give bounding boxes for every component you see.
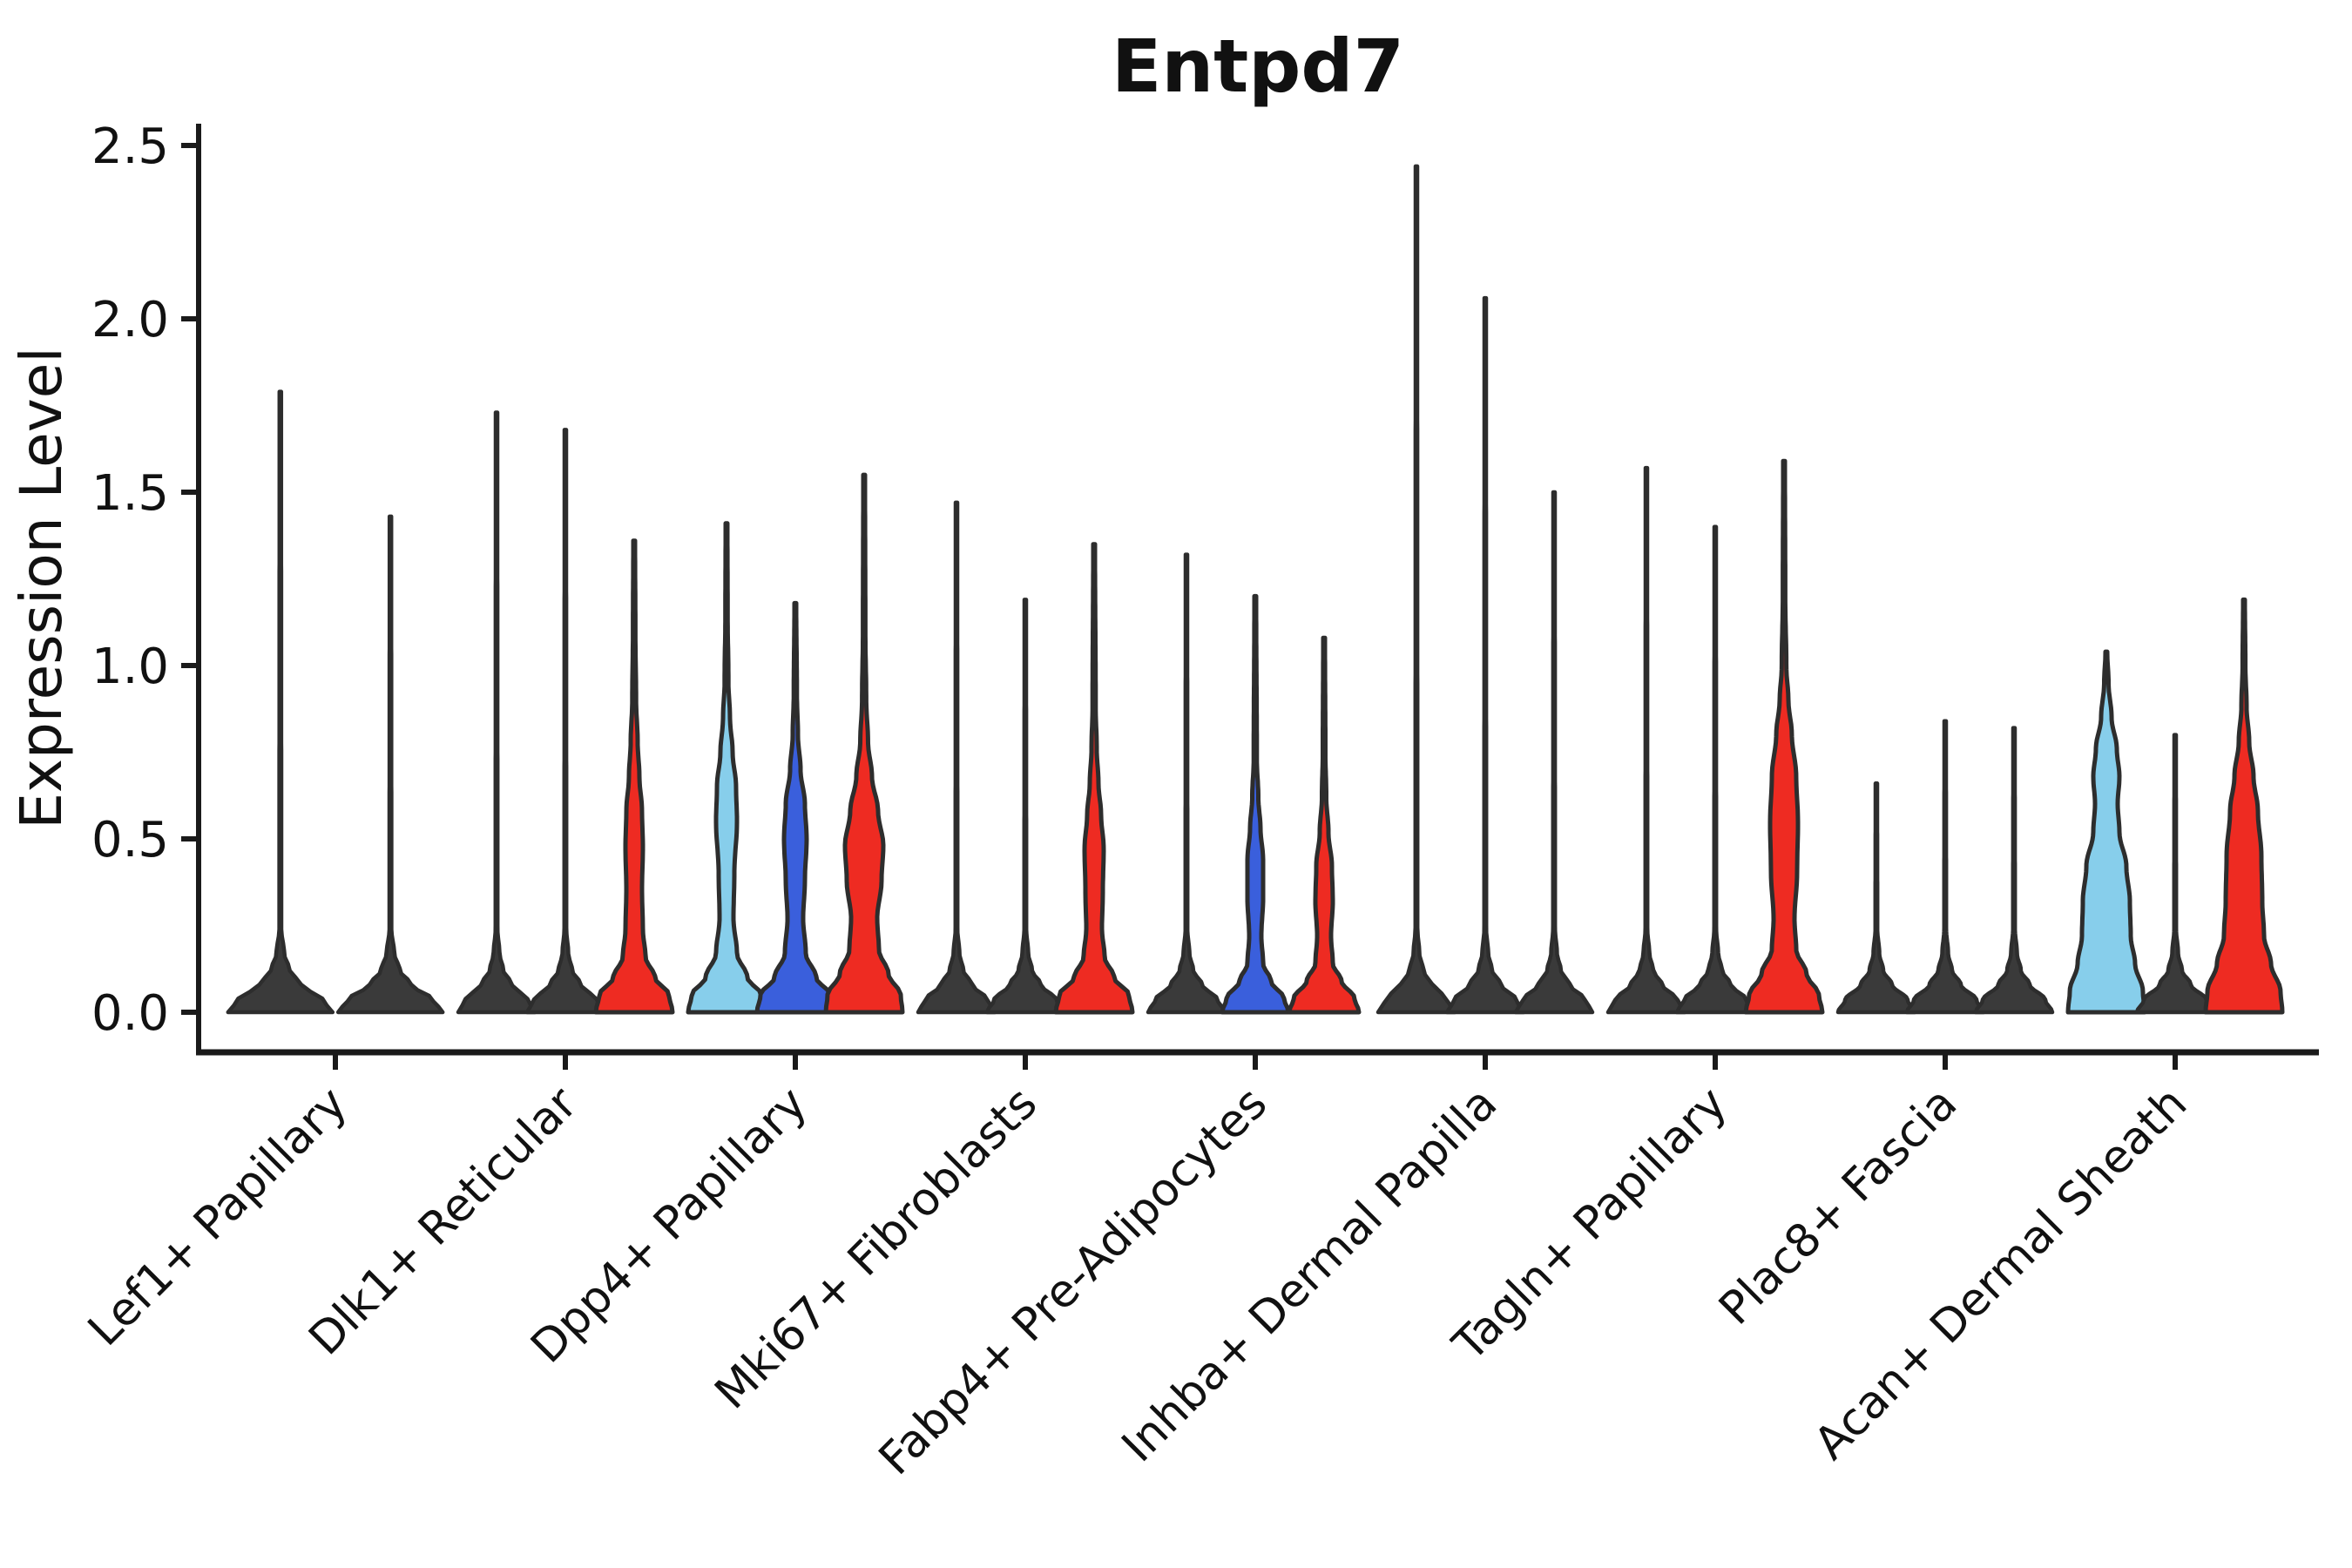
- violin-red: [593, 538, 675, 1015]
- plot-title: Entpd7: [1112, 24, 1404, 109]
- violin-red: [823, 472, 905, 1015]
- x-tick-label: Fabp4+ Pre-Adipocytes: [869, 1078, 1277, 1485]
- violin-thin: [984, 598, 1066, 1015]
- violin-thin: [1444, 295, 1526, 1015]
- violin-group: [1375, 164, 1595, 1015]
- violin-thin: [1375, 164, 1457, 1015]
- violin-thin: [916, 500, 997, 1015]
- violin-thin: [1835, 781, 1917, 1015]
- violin-group: [1146, 552, 1362, 1015]
- violin-thin: [1904, 719, 1986, 1015]
- y-tick-label: 0.5: [91, 812, 169, 868]
- violin-red: [1053, 542, 1135, 1015]
- y-tick-label: 0.0: [91, 985, 169, 1042]
- violin-group: [1835, 719, 2055, 1015]
- violin-thin: [335, 514, 445, 1015]
- axes-layer: [181, 124, 2319, 1070]
- y-tick-label: 1.0: [91, 639, 169, 695]
- violin-dark_blue: [754, 600, 836, 1015]
- violin-layer: [226, 164, 2285, 1015]
- y-axis-label: Expression Level: [8, 347, 75, 828]
- violin-thin: [1513, 490, 1595, 1015]
- violin-thin: [524, 428, 606, 1015]
- violin-group: [226, 389, 445, 1015]
- violin-thin: [456, 410, 537, 1015]
- violin-thin: [2134, 733, 2216, 1015]
- violin-thin: [1605, 465, 1687, 1015]
- violin-group: [916, 500, 1135, 1015]
- violin-thin: [1674, 524, 1756, 1015]
- x-tick-label: Inhba+ Dermal Papilla: [1112, 1078, 1507, 1472]
- violin-thin: [226, 389, 335, 1015]
- violin-light_blue: [2065, 649, 2147, 1015]
- x-tick-label: Plac8+ Fascia: [1709, 1078, 1967, 1335]
- y-tick-label: 2.5: [91, 118, 169, 175]
- violin-thin: [1146, 552, 1227, 1015]
- violin-red: [1287, 635, 1362, 1015]
- y-tick-label: 1.5: [91, 465, 169, 522]
- violin-dark_blue: [1220, 593, 1291, 1015]
- y-tick-label: 2.0: [91, 292, 169, 348]
- violin-group: [1605, 458, 1825, 1015]
- violin-group: [686, 472, 905, 1015]
- violin-thin: [1973, 726, 2055, 1015]
- violin-group: [2065, 597, 2285, 1015]
- x-tick-label: Acan+ Dermal Sheath: [1805, 1078, 2198, 1470]
- violin-light_blue: [686, 521, 767, 1015]
- violin-red: [2203, 597, 2285, 1015]
- violin-group: [456, 410, 675, 1015]
- violin-red: [1743, 458, 1825, 1015]
